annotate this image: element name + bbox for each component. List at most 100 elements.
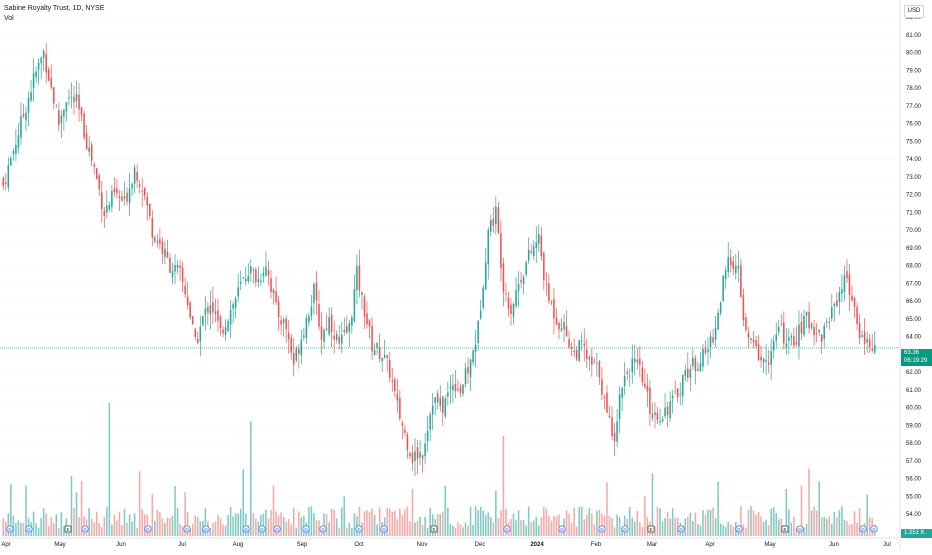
candle-body [263, 273, 265, 277]
volume-bar [354, 513, 356, 536]
y-tick-label: 75.00 [906, 139, 922, 145]
candle-body [834, 304, 836, 306]
candle-body [260, 280, 262, 281]
candle-body [43, 51, 45, 58]
candle-body [174, 265, 176, 271]
volume-bar [200, 521, 202, 536]
volume-bar [758, 512, 760, 536]
volume-bar [336, 519, 338, 536]
volume-bar [667, 512, 669, 536]
candle-body [417, 447, 419, 459]
volume-bar [846, 521, 848, 536]
candle-body [687, 369, 689, 378]
volume-bar [124, 509, 126, 536]
volume-bar [690, 513, 692, 536]
symbol-title[interactable]: Sabine Royalty Trust, 1D, NYSE [4, 5, 104, 12]
candle-body [134, 168, 136, 184]
volume-bar [609, 516, 611, 536]
x-tick-label: Mar [647, 542, 657, 548]
candle-body [606, 393, 608, 413]
volume-bar [144, 514, 146, 536]
candle-body [803, 316, 805, 335]
volume-bar [535, 517, 537, 536]
volume-bar [493, 522, 495, 536]
volume-bar [177, 508, 179, 536]
candle-body [116, 188, 118, 193]
volume-bar [715, 518, 717, 536]
volume-bar [33, 512, 35, 536]
candle-body [386, 355, 388, 358]
volume-bar [349, 523, 351, 536]
candle-body [316, 282, 318, 300]
candle-body [765, 360, 767, 362]
candle-body [482, 287, 484, 307]
volume-bar [457, 522, 459, 536]
volume-bar [131, 521, 133, 536]
volume-bar [551, 521, 553, 536]
y-tick-label: 55.00 [906, 494, 922, 500]
volume-bar [412, 489, 414, 536]
volume-bar [402, 515, 404, 536]
candle-body [192, 316, 194, 324]
earnings-letter: E [432, 527, 435, 532]
candle-body [715, 328, 717, 340]
candle-body [343, 330, 345, 332]
candle-body [826, 321, 828, 322]
volume-bar [369, 512, 371, 536]
volume-bar [301, 517, 303, 536]
volume-bar [341, 507, 343, 536]
volume-bar [818, 481, 820, 536]
volume-bar [450, 524, 452, 536]
candle-body [53, 87, 55, 103]
volume-bar [48, 526, 50, 536]
volume-bar [162, 519, 164, 536]
volume-bar [642, 527, 644, 536]
volume-bar [813, 507, 815, 536]
volume-bar [227, 515, 229, 536]
volume-bar [18, 520, 20, 536]
candle-body [760, 357, 762, 360]
volume-legend[interactable]: Vol [4, 14, 104, 23]
x-tick-label: Jun [829, 542, 839, 548]
candle-body [91, 145, 93, 161]
volume-bar [589, 508, 591, 536]
volume-bar [669, 519, 671, 536]
volume-bar [841, 506, 843, 536]
y-tick-label: 66.00 [906, 299, 922, 305]
candle-body [23, 114, 25, 116]
volume-bar [394, 511, 396, 536]
candle-body [96, 168, 98, 179]
volume-bar [73, 508, 75, 536]
volume-bar [854, 511, 856, 536]
candle-body [447, 392, 449, 396]
candle-body [364, 296, 366, 316]
candle-body [253, 270, 255, 271]
volume-bar [442, 512, 444, 536]
volume-bar [455, 527, 457, 536]
candle-body [167, 251, 169, 257]
candle-body [402, 423, 404, 426]
volume-bar [472, 525, 474, 536]
candle-body [248, 276, 250, 281]
currency-badge[interactable]: USD [904, 5, 924, 18]
candle-body [326, 329, 328, 330]
volume-bar [788, 510, 790, 536]
candle-body [672, 396, 674, 399]
volume-bar [619, 517, 621, 536]
candle-body [535, 242, 537, 248]
candle-body [303, 335, 305, 337]
volume-bar [422, 525, 424, 536]
volume-bar [528, 506, 530, 536]
volume-bar [700, 526, 702, 536]
volume-bar [513, 513, 515, 536]
candle-body [541, 235, 543, 256]
candle-body [131, 184, 133, 188]
volume-bar [379, 507, 381, 536]
candle-body [538, 234, 540, 244]
candle-body [644, 384, 646, 388]
volume-bar [616, 515, 618, 536]
candle-body [485, 262, 487, 289]
candle-body [369, 320, 371, 326]
